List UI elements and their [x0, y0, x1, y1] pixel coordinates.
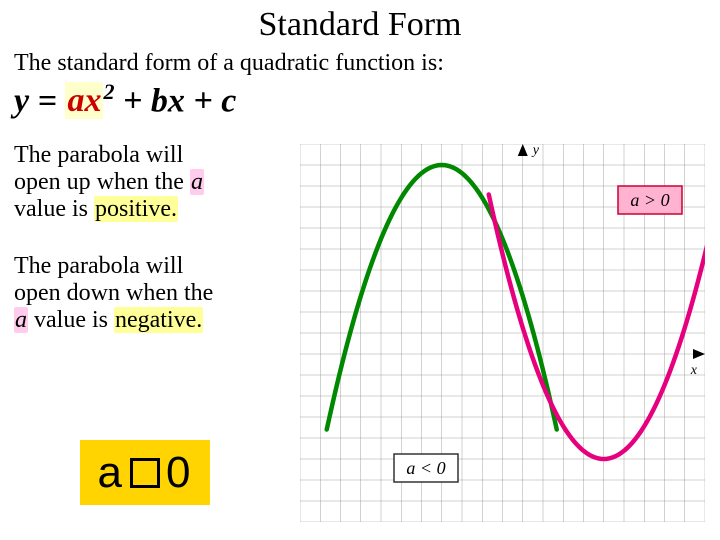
- a-condition-box: a0: [80, 440, 210, 505]
- p2-l3b: value is: [28, 307, 114, 333]
- p1-l3b: positive.: [94, 196, 178, 222]
- eq-a: ax: [67, 82, 101, 119]
- svg-text:a < 0: a < 0: [406, 458, 445, 478]
- paragraph-open-up: The parabola will open up when the a val…: [0, 120, 290, 223]
- p1-l3a: value is: [14, 196, 94, 222]
- intro-text: The standard form of a quadratic functio…: [0, 44, 720, 77]
- svg-text:y: y: [531, 144, 540, 158]
- svg-text:x: x: [690, 363, 698, 378]
- graph-svg: y x a > 0 a < 0: [300, 144, 705, 522]
- graph: y x a > 0 a < 0: [300, 144, 705, 522]
- p2-l1: The parabola will: [14, 253, 183, 279]
- p2-l2: open down when the: [14, 280, 213, 306]
- p2-l3a: a: [14, 307, 28, 333]
- paragraph-open-down: The parabola will open down when the a v…: [0, 223, 290, 334]
- p1-l2a: open up when the: [14, 169, 190, 195]
- eq-rest: + bx + c: [115, 82, 237, 119]
- equation: y = ax2 + bx + c: [0, 77, 720, 120]
- page-title: Standard Form: [0, 0, 720, 44]
- p2-l3c: negative.: [114, 307, 203, 333]
- p1-l2b: a: [190, 169, 204, 195]
- square-icon: [130, 458, 160, 488]
- abox-zero: 0: [166, 448, 192, 498]
- p1-l1: The parabola will: [14, 142, 183, 168]
- svg-text:a > 0: a > 0: [630, 190, 669, 210]
- eq-lhs: y =: [14, 82, 57, 119]
- abox-a: a: [98, 448, 124, 498]
- eq-sup: 2: [103, 79, 114, 104]
